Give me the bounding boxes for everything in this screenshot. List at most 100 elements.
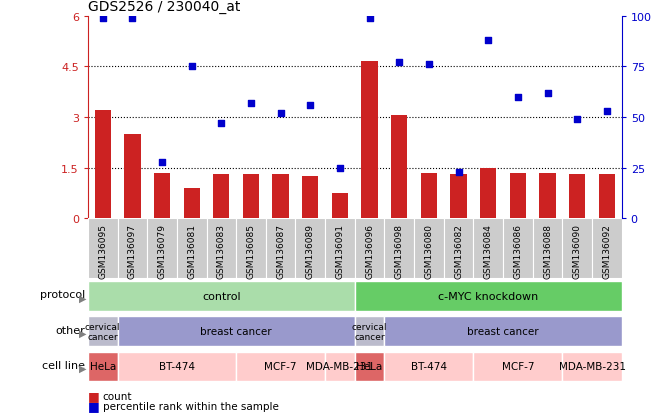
Point [246, 100, 256, 107]
Point [602, 108, 612, 115]
Text: cervical
cancer: cervical cancer [85, 322, 120, 341]
Text: HeLa: HeLa [357, 361, 383, 372]
Bar [118, 317, 355, 346]
Point [275, 110, 286, 117]
Point [483, 38, 493, 44]
Text: ▶: ▶ [79, 363, 87, 373]
Point [98, 15, 108, 22]
Point [305, 102, 316, 109]
Text: GSM136084: GSM136084 [484, 224, 493, 278]
Text: percentile rank within the sample: percentile rank within the sample [103, 401, 279, 411]
Text: GSM136082: GSM136082 [454, 224, 463, 278]
Text: cell line: cell line [42, 360, 85, 370]
Bar [124, 135, 141, 219]
Bar [355, 282, 622, 311]
Bar [533, 219, 562, 279]
Bar [206, 219, 236, 279]
Text: breast cancer: breast cancer [467, 326, 539, 337]
Point [365, 15, 375, 22]
Text: GSM136080: GSM136080 [424, 224, 434, 278]
Bar [88, 219, 118, 279]
Bar [361, 62, 378, 219]
Text: GSM136096: GSM136096 [365, 224, 374, 278]
Bar [154, 173, 170, 219]
Bar [302, 177, 318, 219]
Bar [332, 194, 348, 219]
Text: MDA-MB-231: MDA-MB-231 [559, 361, 626, 372]
Bar [243, 175, 259, 219]
Text: control: control [202, 291, 241, 301]
Text: ■: ■ [88, 399, 100, 412]
Bar [213, 175, 230, 219]
Text: GSM136085: GSM136085 [247, 224, 255, 278]
Bar [385, 352, 473, 382]
Point [572, 116, 583, 123]
Bar [273, 175, 289, 219]
Bar [503, 219, 533, 279]
Bar [444, 219, 473, 279]
Bar [147, 219, 177, 279]
Bar [355, 317, 385, 346]
Text: GDS2526 / 230040_at: GDS2526 / 230040_at [88, 0, 240, 14]
Bar [599, 175, 615, 219]
Bar [88, 317, 118, 346]
Text: MDA-MB-231: MDA-MB-231 [307, 361, 374, 372]
Text: GSM136098: GSM136098 [395, 224, 404, 278]
Point [424, 62, 434, 69]
Bar [540, 173, 556, 219]
Bar [385, 219, 414, 279]
Bar [473, 219, 503, 279]
Bar [236, 219, 266, 279]
Text: MCF-7: MCF-7 [502, 361, 534, 372]
Bar [325, 219, 355, 279]
Text: GSM136086: GSM136086 [514, 224, 522, 278]
Bar [355, 219, 385, 279]
Text: cervical
cancer: cervical cancer [352, 322, 387, 341]
Text: count: count [103, 391, 132, 401]
Bar [355, 352, 385, 382]
Bar [236, 352, 325, 382]
Bar [385, 317, 622, 346]
Bar [562, 219, 592, 279]
Point [513, 94, 523, 101]
Bar [421, 173, 437, 219]
Text: ▶: ▶ [79, 328, 87, 338]
Text: GSM136097: GSM136097 [128, 224, 137, 278]
Point [186, 64, 197, 70]
Bar [177, 219, 206, 279]
Bar [266, 219, 296, 279]
Text: GSM136087: GSM136087 [276, 224, 285, 278]
Bar [118, 352, 236, 382]
Bar [296, 219, 325, 279]
Text: MCF-7: MCF-7 [264, 361, 297, 372]
Text: breast cancer: breast cancer [201, 326, 272, 337]
Text: GSM136079: GSM136079 [158, 224, 167, 278]
Bar [94, 111, 111, 219]
Text: GSM136091: GSM136091 [335, 224, 344, 278]
Bar [592, 219, 622, 279]
Point [335, 165, 345, 172]
Text: GSM136083: GSM136083 [217, 224, 226, 278]
Text: GSM136081: GSM136081 [187, 224, 196, 278]
Point [542, 90, 553, 97]
Bar [510, 173, 526, 219]
Bar [562, 352, 622, 382]
Bar [569, 175, 585, 219]
Text: GSM136088: GSM136088 [543, 224, 552, 278]
Text: ▶: ▶ [79, 293, 87, 303]
Text: GSM136092: GSM136092 [602, 224, 611, 278]
Bar [118, 219, 147, 279]
Text: BT-474: BT-474 [411, 361, 447, 372]
Point [216, 121, 227, 127]
Text: protocol: protocol [40, 290, 85, 300]
Point [157, 159, 167, 166]
Point [453, 169, 464, 176]
Bar [391, 116, 408, 219]
Point [394, 60, 404, 66]
Bar [473, 352, 562, 382]
Text: GSM136089: GSM136089 [306, 224, 315, 278]
Point [127, 15, 137, 22]
Bar [480, 169, 497, 219]
Text: other: other [55, 325, 85, 335]
Text: HeLa: HeLa [90, 361, 116, 372]
